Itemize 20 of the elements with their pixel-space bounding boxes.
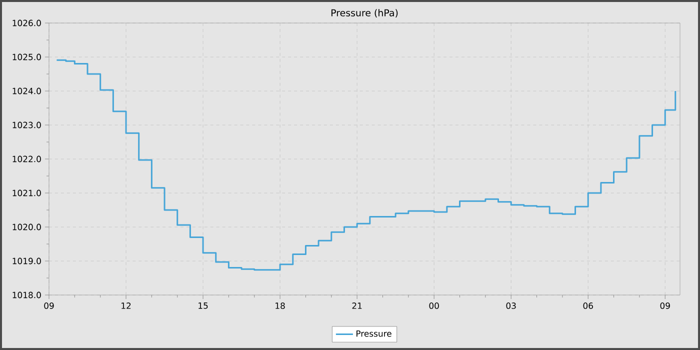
y-tick-label: 1020.0: [12, 224, 41, 230]
y-tick-label: 1019.0: [12, 258, 41, 264]
legend-label: Pressure: [356, 330, 392, 337]
x-tick-label: 12: [122, 302, 131, 309]
x-tick-label: 00: [429, 302, 439, 309]
y-tick-label: 1026.0: [12, 20, 41, 26]
y-tick-label: 1022.0: [12, 156, 41, 162]
x-tick-label: 09: [660, 302, 670, 309]
y-tick-label: 1025.0: [12, 54, 41, 60]
x-tick-label: 03: [506, 302, 516, 309]
chart-title: Pressure (hPa): [331, 9, 398, 18]
y-tick-label: 1023.0: [12, 122, 41, 128]
x-tick-label: 21: [352, 302, 362, 309]
x-tick-label: 09: [44, 302, 54, 309]
x-tick-label: 15: [198, 302, 208, 309]
x-tick-label: 18: [276, 302, 285, 309]
x-tick-label: 06: [583, 302, 593, 309]
y-tick-label: 1018.0: [12, 292, 41, 298]
y-tick-label: 1021.0: [12, 190, 41, 196]
y-tick-label: 1024.0: [12, 88, 41, 94]
